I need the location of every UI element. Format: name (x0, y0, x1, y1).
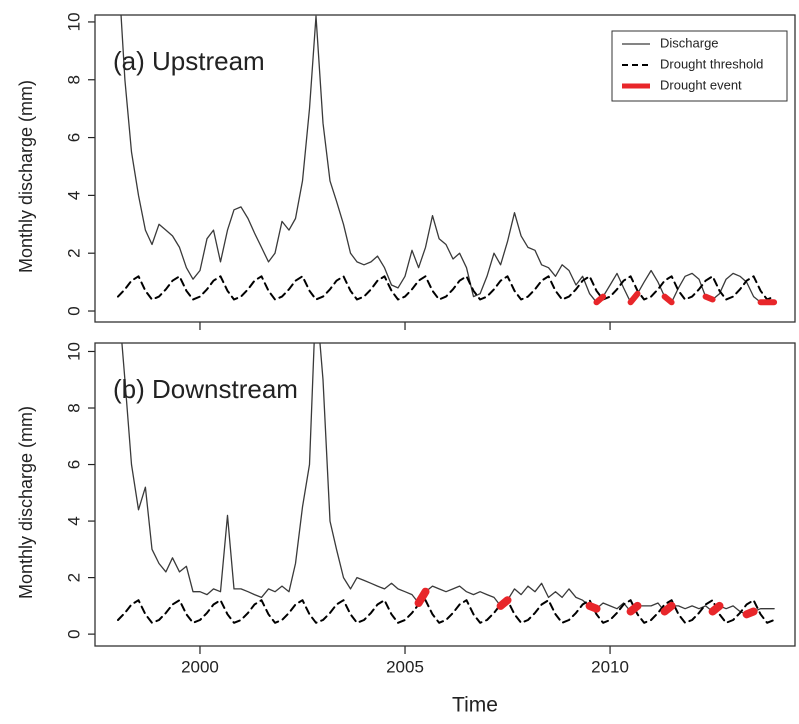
y-tick-label: 0 (64, 306, 83, 315)
panel-label: (a) Upstream (113, 46, 265, 76)
series-line (117, 599, 776, 624)
y-tick-label: 10 (64, 342, 83, 361)
plot-frame (94, 14, 796, 323)
x-tick-label: 2005 (386, 657, 424, 676)
y-axis-title: Monthly discharge (mm) (16, 406, 36, 599)
series-line (593, 290, 778, 306)
plot-frame (94, 342, 796, 647)
y-tick-label: 2 (64, 248, 83, 257)
y-tick-label: 8 (64, 403, 83, 412)
y-tick-label: 8 (64, 75, 83, 84)
plot-area (117, 343, 776, 624)
y-tick-label: 4 (64, 191, 83, 200)
x-tick-label: 2010 (591, 657, 629, 676)
legend-label: Discharge (660, 35, 719, 50)
y-tick-label: 4 (64, 516, 83, 525)
series-line (117, 275, 776, 301)
x-tick-label: 2000 (181, 657, 219, 676)
x-axis-title: Time (452, 694, 498, 717)
plot-area (117, 15, 778, 306)
legend-label: Drought threshold (660, 56, 763, 71)
y-tick-label: 0 (64, 629, 83, 638)
y-axis-title: Monthly discharge (mm) (16, 80, 36, 273)
series-line (414, 587, 758, 619)
y-tick-label: 10 (64, 12, 83, 31)
y-tick-label: 6 (64, 133, 83, 142)
y-tick-label: 6 (64, 460, 83, 469)
legend-label: Drought event (660, 77, 742, 92)
y-tick-label: 2 (64, 573, 83, 582)
legend-box (611, 30, 788, 102)
panel-label: (b) Downstream (113, 374, 298, 404)
